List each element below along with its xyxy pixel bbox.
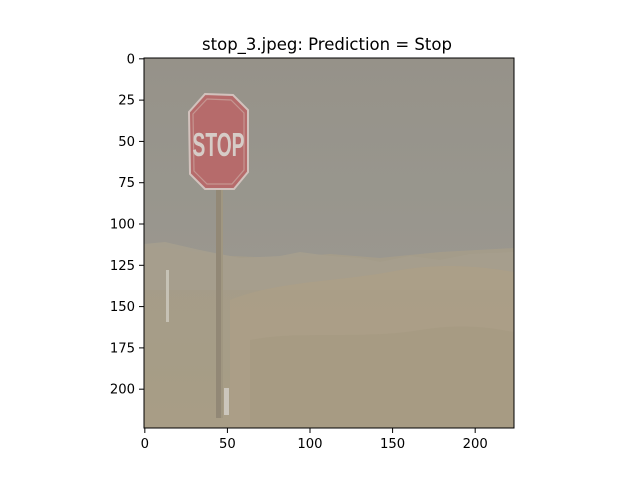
stop-sign-text: STOP — [193, 126, 245, 163]
sign-post-highlight — [221, 186, 223, 418]
chart-title: stop_3.jpeg: Prediction = Stop — [202, 35, 452, 55]
y-tick-label: 75 — [118, 176, 135, 191]
y-tick-label: 100 — [110, 218, 135, 233]
y-tick-label: 150 — [110, 300, 135, 315]
plot-frame — [143, 57, 515, 429]
x-tick-label: 200 — [463, 437, 488, 452]
y-tick-label: 25 — [118, 94, 135, 109]
x-tick-label: 100 — [297, 437, 322, 452]
plot-image: STOP — [144, 58, 514, 428]
stop-sign — [187, 92, 249, 190]
left-marker-post — [166, 270, 169, 322]
y-tick-label: 200 — [110, 383, 135, 398]
y-axis: 0 25 50 75 100 125 150 175 200 — [110, 52, 144, 398]
y-tick-label: 175 — [110, 341, 135, 356]
y-tick-label: 0 — [127, 52, 135, 67]
right-marker-post — [224, 388, 229, 415]
x-tick-label: 0 — [141, 437, 149, 452]
y-tick-label: 50 — [118, 135, 135, 150]
dry-grass-foreground — [250, 326, 514, 428]
x-tick-label: 150 — [380, 437, 405, 452]
haze-overlay — [144, 58, 514, 428]
stop-sign-inner-border — [192, 98, 245, 185]
x-axis: 0 50 100 150 200 — [141, 428, 488, 452]
x-tick-label: 50 — [219, 437, 236, 452]
y-tick-label: 125 — [110, 259, 135, 274]
sign-post — [216, 186, 223, 418]
